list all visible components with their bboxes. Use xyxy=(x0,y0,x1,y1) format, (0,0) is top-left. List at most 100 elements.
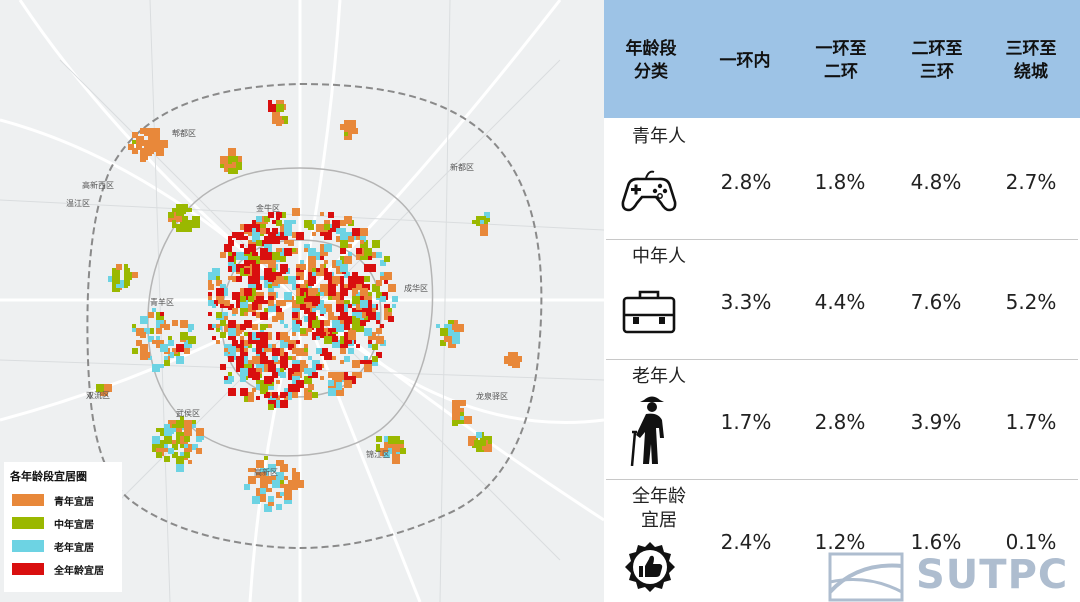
livability-cell xyxy=(236,276,242,282)
livability-cell xyxy=(260,324,266,330)
livability-cell xyxy=(348,348,354,354)
livability-cell xyxy=(136,328,144,336)
livability-cell xyxy=(304,296,310,302)
livability-cell xyxy=(292,468,296,472)
livability-cell xyxy=(268,212,274,218)
livability-cell xyxy=(132,328,136,332)
livability-cell xyxy=(228,372,232,376)
livability-cell xyxy=(304,344,308,348)
ring-expressway xyxy=(86,82,543,550)
livability-cell xyxy=(276,104,284,112)
table-row-youth: 青年人 2.8% 1.8% 4.8% 2.7% xyxy=(604,120,1080,240)
livability-cell xyxy=(344,316,352,324)
livability-cell xyxy=(268,364,276,372)
livability-cell xyxy=(208,284,214,290)
livability-cell xyxy=(248,260,252,264)
livability-cell xyxy=(300,264,306,270)
livability-cell xyxy=(352,288,358,294)
livability-cell xyxy=(352,284,356,288)
livability-cell xyxy=(240,368,248,376)
livability-cell xyxy=(276,460,282,466)
header-ring3-bypass: 三环至 绕城 xyxy=(988,38,1074,84)
livability-cell xyxy=(216,276,220,280)
livability-cell xyxy=(328,380,334,386)
livability-cell xyxy=(332,276,340,284)
livability-cell xyxy=(460,412,464,416)
livability-cell xyxy=(184,428,192,436)
livability-cell xyxy=(224,312,228,316)
watermark-text: SUTPC xyxy=(916,552,1069,598)
livability-cell xyxy=(344,216,352,224)
livability-cell xyxy=(188,328,192,332)
livability-cell xyxy=(320,376,324,380)
livability-cell xyxy=(456,400,462,406)
livability-cell xyxy=(284,240,288,244)
livability-cell xyxy=(212,336,216,340)
livability-cell xyxy=(256,348,262,354)
livability-cell xyxy=(220,156,228,164)
livability-cell xyxy=(336,228,342,234)
livability-cell xyxy=(176,344,184,352)
header-ring1-ring2-line1: 一环至 xyxy=(815,39,867,59)
livability-map: 郫都区 新都区 高新西区 温江区 金牛区 青羊区 成华区 双流区 武侯区 锦江区… xyxy=(0,0,604,602)
livability-cell xyxy=(352,296,360,304)
livability-cell xyxy=(164,456,170,462)
value-youth-ring2-ring3: 4.8% xyxy=(910,170,962,194)
livability-cell xyxy=(380,276,384,280)
livability-cell xyxy=(336,260,342,266)
livability-cell xyxy=(120,280,124,284)
livability-cell xyxy=(252,324,258,330)
livability-cell xyxy=(328,388,336,396)
header-ring2-ring3: 二环至 三环 xyxy=(894,38,980,84)
livability-cell xyxy=(216,340,220,344)
livability-cell xyxy=(244,256,250,262)
livability-cell xyxy=(280,340,288,348)
legend-item-middle-age: 中年宜居 xyxy=(12,516,122,531)
livability-cell xyxy=(248,244,256,252)
livability-cell xyxy=(156,336,160,340)
livability-cell xyxy=(272,280,278,286)
livability-cell xyxy=(272,480,280,488)
livability-cell xyxy=(332,328,336,332)
district-label-jinjiang: 锦江区 xyxy=(366,450,390,459)
livability-cell xyxy=(360,320,366,326)
livability-cell xyxy=(376,320,380,324)
livability-cell xyxy=(356,248,362,254)
livability-cell xyxy=(268,376,274,382)
livability-cell xyxy=(124,264,128,268)
livability-cell xyxy=(244,236,248,240)
livability-cell xyxy=(292,472,300,480)
livability-cell xyxy=(140,140,146,146)
livability-cell xyxy=(272,268,276,272)
district-label-gaoxin: 高新区 xyxy=(254,468,278,477)
livability-cell xyxy=(296,388,300,392)
livability-cell xyxy=(440,328,448,336)
livability-cell xyxy=(380,260,386,266)
livability-cell xyxy=(252,232,260,240)
livability-cell xyxy=(480,220,484,224)
livability-cell xyxy=(348,244,352,248)
livability-cell xyxy=(144,328,150,334)
livability-cell xyxy=(364,284,370,290)
header-ring2-ring3-line1: 二环至 xyxy=(911,39,963,59)
livability-cell xyxy=(268,384,274,390)
livability-cell xyxy=(484,212,490,218)
livability-cell xyxy=(376,336,384,344)
livability-cell xyxy=(352,312,356,316)
livability-cell xyxy=(256,340,264,348)
livability-cell xyxy=(240,296,246,302)
livability-cell xyxy=(300,328,306,334)
district-label-chenghua: 成华区 xyxy=(404,284,428,293)
row-label-middle-age: 中年人 xyxy=(632,246,686,267)
livability-cell xyxy=(176,216,182,222)
livability-cell xyxy=(440,340,446,346)
livability-cell xyxy=(232,308,238,314)
livability-cell xyxy=(280,484,284,488)
livability-cell xyxy=(288,392,292,396)
district-label-wenjiang: 温江区 xyxy=(66,199,90,208)
livability-cell xyxy=(284,220,292,228)
gamepad-icon xyxy=(621,170,677,212)
row-label-all-ages-line1: 全年龄 xyxy=(632,486,686,507)
livability-cell xyxy=(252,356,260,364)
livability-cell xyxy=(224,348,230,354)
